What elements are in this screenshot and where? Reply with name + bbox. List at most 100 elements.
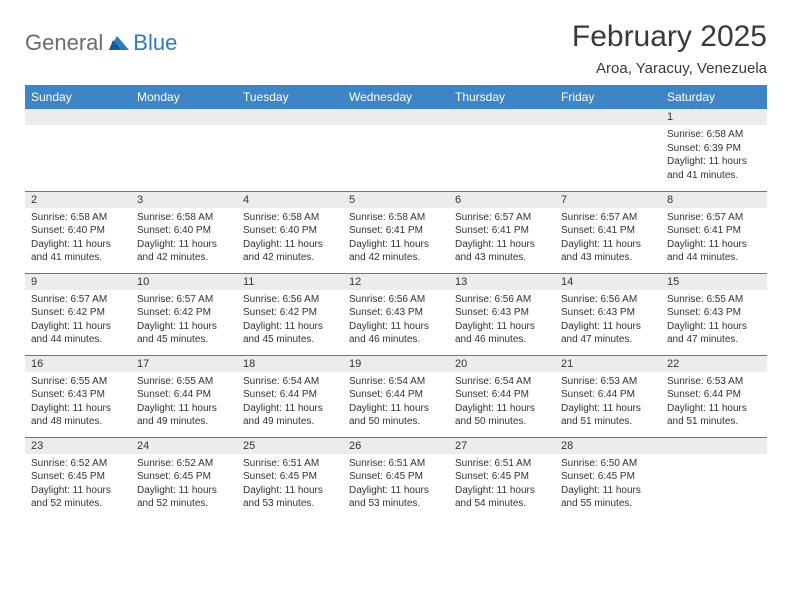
sunrise-text: Sunrise: 6:54 AM bbox=[349, 375, 443, 389]
daylight-text: Daylight: 11 hours and 50 minutes. bbox=[349, 402, 443, 429]
calendar-cell: 24Sunrise: 6:52 AMSunset: 6:45 PMDayligh… bbox=[131, 437, 237, 519]
day-number bbox=[237, 109, 343, 125]
daylight-text: Daylight: 11 hours and 54 minutes. bbox=[455, 484, 549, 511]
day-number: 11 bbox=[237, 274, 343, 290]
calendar-table: Sunday Monday Tuesday Wednesday Thursday… bbox=[25, 85, 767, 519]
calendar-cell bbox=[237, 109, 343, 191]
daylight-text: Daylight: 11 hours and 51 minutes. bbox=[561, 402, 655, 429]
daylight-text: Daylight: 11 hours and 49 minutes. bbox=[243, 402, 337, 429]
weekday-header: Saturday bbox=[661, 85, 767, 109]
sunset-text: Sunset: 6:41 PM bbox=[349, 224, 443, 238]
day-data: Sunrise: 6:58 AMSunset: 6:39 PMDaylight:… bbox=[661, 125, 767, 186]
daylight-text: Daylight: 11 hours and 47 minutes. bbox=[561, 320, 655, 347]
sunset-text: Sunset: 6:41 PM bbox=[561, 224, 655, 238]
daylight-text: Daylight: 11 hours and 46 minutes. bbox=[349, 320, 443, 347]
daylight-text: Daylight: 11 hours and 53 minutes. bbox=[349, 484, 443, 511]
sunset-text: Sunset: 6:41 PM bbox=[455, 224, 549, 238]
sunset-text: Sunset: 6:44 PM bbox=[349, 388, 443, 402]
day-data: Sunrise: 6:58 AMSunset: 6:40 PMDaylight:… bbox=[237, 208, 343, 269]
sunrise-text: Sunrise: 6:56 AM bbox=[561, 293, 655, 307]
sunset-text: Sunset: 6:45 PM bbox=[31, 470, 125, 484]
day-data: Sunrise: 6:57 AMSunset: 6:42 PMDaylight:… bbox=[131, 290, 237, 351]
daylight-text: Daylight: 11 hours and 41 minutes. bbox=[31, 238, 125, 265]
day-number bbox=[661, 438, 767, 454]
sunset-text: Sunset: 6:42 PM bbox=[137, 306, 231, 320]
sunset-text: Sunset: 6:43 PM bbox=[31, 388, 125, 402]
calendar-page: General Blue February 2025 Aroa, Yaracuy… bbox=[0, 0, 792, 539]
weekday-header: Tuesday bbox=[237, 85, 343, 109]
calendar-cell bbox=[661, 437, 767, 519]
daylight-text: Daylight: 11 hours and 45 minutes. bbox=[137, 320, 231, 347]
calendar-cell: 5Sunrise: 6:58 AMSunset: 6:41 PMDaylight… bbox=[343, 191, 449, 273]
day-data: Sunrise: 6:55 AMSunset: 6:43 PMDaylight:… bbox=[25, 372, 131, 433]
day-number: 27 bbox=[449, 438, 555, 454]
calendar-cell: 3Sunrise: 6:58 AMSunset: 6:40 PMDaylight… bbox=[131, 191, 237, 273]
sunrise-text: Sunrise: 6:51 AM bbox=[243, 457, 337, 471]
sunrise-text: Sunrise: 6:52 AM bbox=[31, 457, 125, 471]
daylight-text: Daylight: 11 hours and 49 minutes. bbox=[137, 402, 231, 429]
page-title: February 2025 bbox=[572, 20, 767, 54]
sunrise-text: Sunrise: 6:56 AM bbox=[455, 293, 549, 307]
sunrise-text: Sunrise: 6:57 AM bbox=[137, 293, 231, 307]
day-number: 14 bbox=[555, 274, 661, 290]
calendar-header-row: Sunday Monday Tuesday Wednesday Thursday… bbox=[25, 85, 767, 109]
sunrise-text: Sunrise: 6:58 AM bbox=[137, 211, 231, 225]
calendar-cell: 8Sunrise: 6:57 AMSunset: 6:41 PMDaylight… bbox=[661, 191, 767, 273]
day-number: 16 bbox=[25, 356, 131, 372]
calendar-cell bbox=[449, 109, 555, 191]
day-data: Sunrise: 6:55 AMSunset: 6:44 PMDaylight:… bbox=[131, 372, 237, 433]
day-number bbox=[449, 109, 555, 125]
day-number: 25 bbox=[237, 438, 343, 454]
title-block: February 2025 Aroa, Yaracuy, Venezuela bbox=[572, 20, 767, 77]
daylight-text: Daylight: 11 hours and 44 minutes. bbox=[667, 238, 761, 265]
calendar-row: 9Sunrise: 6:57 AMSunset: 6:42 PMDaylight… bbox=[25, 273, 767, 355]
header: General Blue February 2025 Aroa, Yaracuy… bbox=[25, 20, 767, 77]
sunset-text: Sunset: 6:45 PM bbox=[455, 470, 549, 484]
location-text: Aroa, Yaracuy, Venezuela bbox=[572, 60, 767, 77]
daylight-text: Daylight: 11 hours and 55 minutes. bbox=[561, 484, 655, 511]
sunset-text: Sunset: 6:43 PM bbox=[349, 306, 443, 320]
day-number: 17 bbox=[131, 356, 237, 372]
calendar-cell: 7Sunrise: 6:57 AMSunset: 6:41 PMDaylight… bbox=[555, 191, 661, 273]
daylight-text: Daylight: 11 hours and 52 minutes. bbox=[137, 484, 231, 511]
day-number: 22 bbox=[661, 356, 767, 372]
day-number: 24 bbox=[131, 438, 237, 454]
sunrise-text: Sunrise: 6:58 AM bbox=[349, 211, 443, 225]
sunrise-text: Sunrise: 6:54 AM bbox=[455, 375, 549, 389]
sunrise-text: Sunrise: 6:51 AM bbox=[349, 457, 443, 471]
daylight-text: Daylight: 11 hours and 42 minutes. bbox=[137, 238, 231, 265]
sunrise-text: Sunrise: 6:57 AM bbox=[561, 211, 655, 225]
weekday-header: Monday bbox=[131, 85, 237, 109]
daylight-text: Daylight: 11 hours and 42 minutes. bbox=[349, 238, 443, 265]
day-number: 10 bbox=[131, 274, 237, 290]
daylight-text: Daylight: 11 hours and 53 minutes. bbox=[243, 484, 337, 511]
day-data: Sunrise: 6:51 AMSunset: 6:45 PMDaylight:… bbox=[343, 454, 449, 515]
weekday-header: Thursday bbox=[449, 85, 555, 109]
day-data: Sunrise: 6:54 AMSunset: 6:44 PMDaylight:… bbox=[449, 372, 555, 433]
calendar-row: 23Sunrise: 6:52 AMSunset: 6:45 PMDayligh… bbox=[25, 437, 767, 519]
calendar-cell: 25Sunrise: 6:51 AMSunset: 6:45 PMDayligh… bbox=[237, 437, 343, 519]
sunrise-text: Sunrise: 6:53 AM bbox=[667, 375, 761, 389]
day-data: Sunrise: 6:51 AMSunset: 6:45 PMDaylight:… bbox=[237, 454, 343, 515]
day-number: 21 bbox=[555, 356, 661, 372]
day-data: Sunrise: 6:52 AMSunset: 6:45 PMDaylight:… bbox=[131, 454, 237, 515]
calendar-cell: 9Sunrise: 6:57 AMSunset: 6:42 PMDaylight… bbox=[25, 273, 131, 355]
sunset-text: Sunset: 6:41 PM bbox=[667, 224, 761, 238]
calendar-cell: 14Sunrise: 6:56 AMSunset: 6:43 PMDayligh… bbox=[555, 273, 661, 355]
day-data: Sunrise: 6:54 AMSunset: 6:44 PMDaylight:… bbox=[343, 372, 449, 433]
calendar-cell bbox=[131, 109, 237, 191]
daylight-text: Daylight: 11 hours and 50 minutes. bbox=[455, 402, 549, 429]
day-data: Sunrise: 6:56 AMSunset: 6:42 PMDaylight:… bbox=[237, 290, 343, 351]
sunset-text: Sunset: 6:40 PM bbox=[137, 224, 231, 238]
day-number: 13 bbox=[449, 274, 555, 290]
day-number: 19 bbox=[343, 356, 449, 372]
sunrise-text: Sunrise: 6:55 AM bbox=[667, 293, 761, 307]
daylight-text: Daylight: 11 hours and 46 minutes. bbox=[455, 320, 549, 347]
calendar-cell: 23Sunrise: 6:52 AMSunset: 6:45 PMDayligh… bbox=[25, 437, 131, 519]
day-data: Sunrise: 6:56 AMSunset: 6:43 PMDaylight:… bbox=[343, 290, 449, 351]
daylight-text: Daylight: 11 hours and 43 minutes. bbox=[561, 238, 655, 265]
calendar-cell: 1Sunrise: 6:58 AMSunset: 6:39 PMDaylight… bbox=[661, 109, 767, 191]
daylight-text: Daylight: 11 hours and 47 minutes. bbox=[667, 320, 761, 347]
day-number: 18 bbox=[237, 356, 343, 372]
day-data: Sunrise: 6:57 AMSunset: 6:41 PMDaylight:… bbox=[661, 208, 767, 269]
